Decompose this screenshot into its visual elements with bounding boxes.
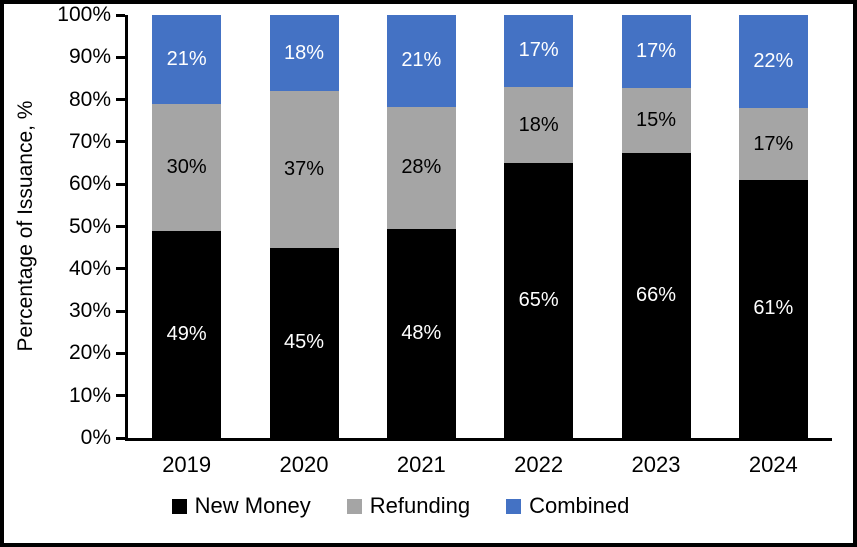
bar-2019: 49% 30% 21% xyxy=(152,15,222,438)
x-tick-label: 2019 xyxy=(162,452,212,477)
y-tick xyxy=(116,140,125,144)
y-tick-label: 100% xyxy=(57,3,111,26)
y-tick-label: 10% xyxy=(68,383,111,407)
legend-swatch-combined xyxy=(506,498,522,514)
bar-segment-combined: 18% xyxy=(269,15,339,92)
y-tick-label: 20% xyxy=(68,341,111,365)
bar-segment-refunding: 28% xyxy=(386,106,456,229)
bar-segment-new-money: 45% xyxy=(269,247,339,438)
x-tick-label: 2021 xyxy=(396,452,446,477)
y-tick xyxy=(116,436,125,440)
legend-item-new-money: New Money xyxy=(171,493,311,519)
bar-segment-refunding: 37% xyxy=(269,91,339,248)
bar-segment-combined: 17% xyxy=(621,15,691,89)
y-tick xyxy=(116,13,125,17)
bar-segment-combined: 21% xyxy=(152,15,222,104)
bar-2022: 65% 18% 17% xyxy=(504,15,574,438)
legend-label: New Money xyxy=(194,493,311,518)
x-tick-label: 2020 xyxy=(279,452,329,477)
bar-segment-refunding: 15% xyxy=(621,88,691,154)
bar-segment-new-money: 61% xyxy=(738,179,808,438)
bar-segment-combined: 22% xyxy=(738,15,808,109)
bar-2020: 45% 37% 18% xyxy=(269,15,339,438)
y-tick xyxy=(116,98,125,102)
y-tick xyxy=(116,351,125,355)
x-axis-labels: 2019 2020 2021 2022 2023 2024 xyxy=(128,452,832,478)
legend-label: Combined xyxy=(529,493,630,518)
bar-segment-refunding: 30% xyxy=(152,103,222,231)
y-tick-label: 90% xyxy=(68,45,111,69)
y-tick-label: 40% xyxy=(68,256,111,280)
y-tick xyxy=(116,394,125,398)
y-tick-label: 50% xyxy=(68,214,111,238)
legend-item-combined: Combined xyxy=(506,493,629,519)
legend-swatch-refunding xyxy=(346,498,362,514)
bar-segment-new-money: 66% xyxy=(621,153,691,438)
y-tick xyxy=(116,267,125,271)
bar-segment-combined: 17% xyxy=(504,15,574,87)
y-tick xyxy=(116,225,125,228)
y-tick-label: 70% xyxy=(68,129,111,153)
legend: New Money Refunding Combined xyxy=(4,491,797,521)
x-tick-label: 2023 xyxy=(631,452,681,477)
plot-area: 49% 30% 21% 45% 37% 18% 48% 28% 21% 65% 18% 17% 66% 1… xyxy=(116,13,832,441)
bar-2023: 66% 15% 17% xyxy=(621,15,691,438)
bar-segment-new-money: 48% xyxy=(386,228,456,438)
y-tick-label: 80% xyxy=(68,87,111,111)
y-tick xyxy=(116,182,125,186)
bar-2024: 61% 17% 22% xyxy=(738,15,808,438)
legend-swatch-new-money xyxy=(171,498,187,514)
bar-segment-refunding: 17% xyxy=(738,108,808,180)
bar-2021: 48% 28% 21% xyxy=(386,15,456,438)
legend-item-refunding: Refunding xyxy=(346,493,471,519)
x-tick-label: 2022 xyxy=(514,452,564,477)
y-tick-label: 60% xyxy=(68,172,111,196)
bar-segment-new-money: 49% xyxy=(152,230,222,438)
x-tick-label: 2024 xyxy=(748,452,798,477)
y-tick-label: 0% xyxy=(80,426,111,449)
bar-segment-refunding: 18% xyxy=(504,86,574,164)
bar-segment-new-money: 65% xyxy=(504,163,574,438)
bar-segment-combined: 21% xyxy=(386,15,456,107)
y-tick xyxy=(116,55,125,59)
y-tick-label: 30% xyxy=(68,299,111,323)
y-tick xyxy=(116,309,125,313)
legend-label: Refunding xyxy=(369,493,471,518)
